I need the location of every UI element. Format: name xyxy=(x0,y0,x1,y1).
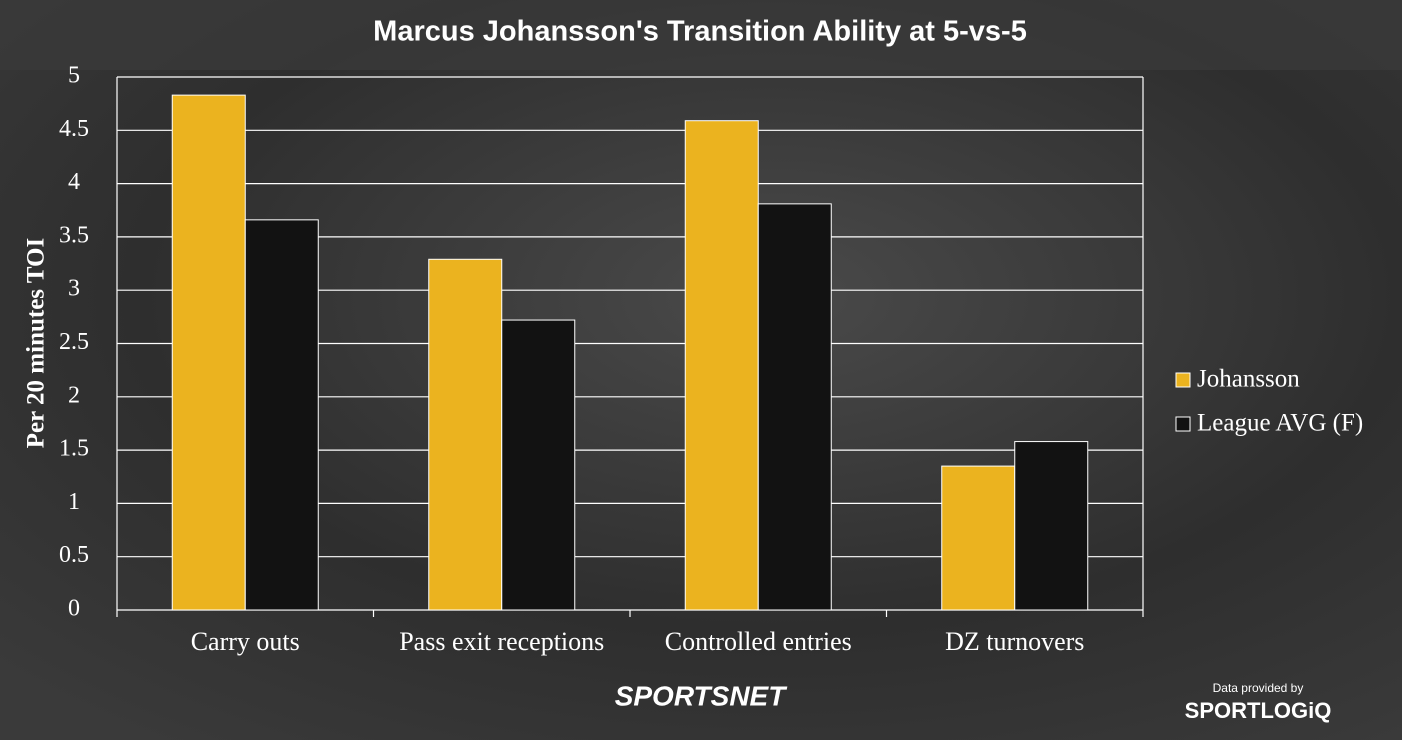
y-tick-label: 3 xyxy=(68,276,80,302)
bar xyxy=(1014,441,1089,611)
y-tick-label: 2.5 xyxy=(59,329,89,355)
credit-logo: SPORTLOGiQ xyxy=(1185,698,1332,723)
logo: SPORTSNET xyxy=(615,680,789,711)
x-tick-label: Controlled entries xyxy=(665,627,852,656)
x-tick-label: Carry outs xyxy=(191,627,300,656)
legend-swatch xyxy=(1175,372,1191,388)
y-tick-label: 4.5 xyxy=(59,116,89,142)
bar xyxy=(501,319,576,611)
y-tick-label: 1.5 xyxy=(59,436,89,462)
legend-swatch xyxy=(1175,416,1191,432)
legend-label: Johansson xyxy=(1197,366,1300,393)
bar xyxy=(244,219,319,611)
bar xyxy=(684,120,759,611)
y-tick-label: 3.5 xyxy=(59,222,89,248)
y-tick-label: 4 xyxy=(68,169,80,195)
legend-label: League AVG (F) xyxy=(1197,410,1363,437)
background-band xyxy=(0,0,1402,70)
y-tick-label: 5 xyxy=(68,63,80,89)
y-axis-title: Per 20 minutes TOI xyxy=(23,238,50,448)
y-tick-label: 2 xyxy=(68,382,80,408)
bar xyxy=(941,465,1016,611)
credit: Data provided by xyxy=(1213,681,1304,695)
y-tick-label: 0.5 xyxy=(59,542,89,568)
y-tick-label: 0 xyxy=(68,596,80,622)
x-tick-label: DZ turnovers xyxy=(945,627,1084,656)
bar xyxy=(171,94,246,611)
chart-title: Marcus Johansson's Transition Ability at… xyxy=(373,16,1027,48)
x-tick-label: Pass exit receptions xyxy=(399,627,604,656)
y-tick-label: 1 xyxy=(68,489,80,515)
bar xyxy=(757,203,832,611)
bar xyxy=(428,258,503,611)
